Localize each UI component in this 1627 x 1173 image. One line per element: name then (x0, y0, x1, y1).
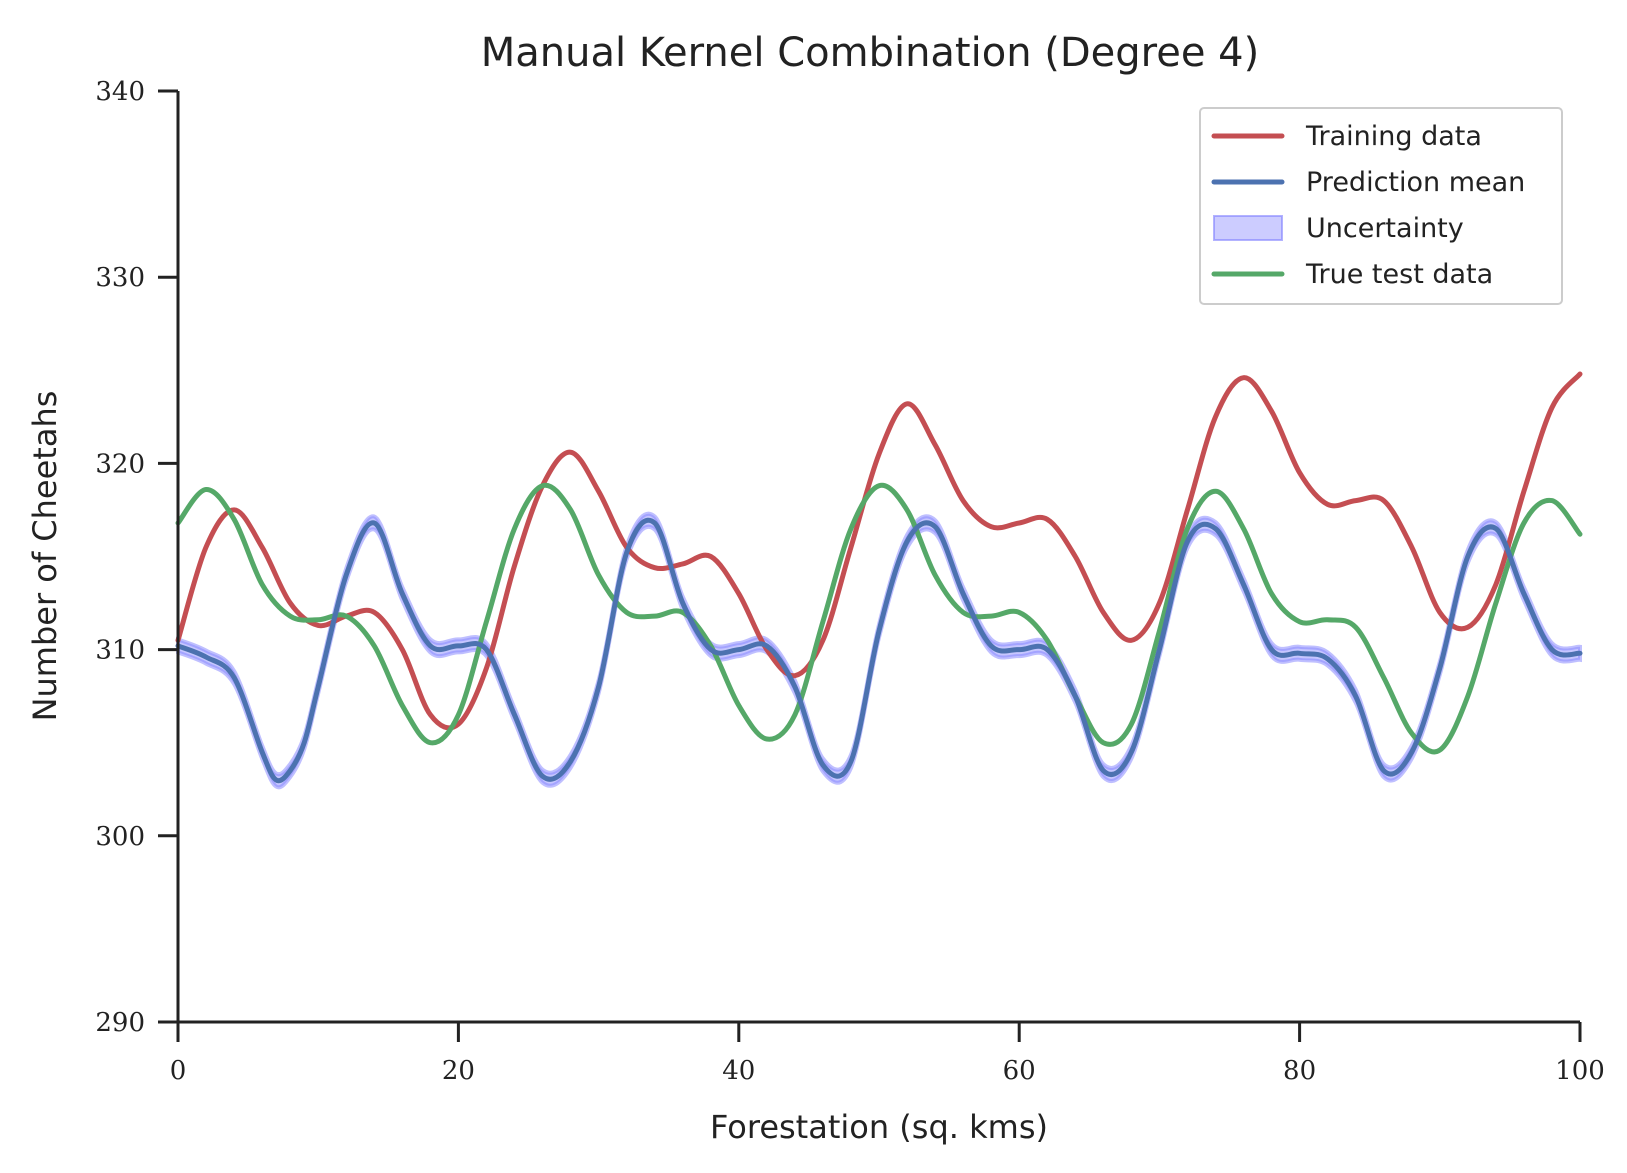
legend: Training data Prediction mean Uncertainty T… (1199, 107, 1563, 305)
x-ticks: 0 20 40 60 80 100 (170, 1022, 1605, 1086)
series-line-training-data (175, 371, 1583, 731)
y-tick-label: 320 (95, 449, 145, 479)
legend-label-uncertainty: Uncertainty (1306, 213, 1464, 244)
y-axis-label: Number of Cheetahs (26, 391, 64, 722)
legend-items: Training data Prediction mean Uncertainty T… (1211, 121, 1525, 290)
legend-swatch-uncertainty (1213, 215, 1283, 241)
y-tick-label: 340 (95, 77, 145, 107)
x-tick-label: 60 (1003, 1056, 1036, 1086)
x-tick-label: 100 (1555, 1056, 1605, 1086)
x-tick-label: 0 (170, 1056, 187, 1086)
x-axis-label: Forestation (sq. kms) (710, 1108, 1048, 1146)
x-tick-label: 80 (1283, 1056, 1316, 1086)
legend-frame (1199, 107, 1563, 305)
legend-label-true-test-data: True test data (1305, 259, 1493, 290)
y-tick-label: 310 (95, 636, 145, 666)
y-tick-label: 300 (95, 822, 145, 852)
x-tick-label: 40 (722, 1056, 755, 1086)
series-line-layer (175, 371, 1583, 784)
legend-label-prediction-mean: Prediction mean (1306, 167, 1525, 198)
series-line-prediction-mean (175, 517, 1583, 784)
x-tick-label: 20 (442, 1056, 475, 1086)
y-tick-label: 290 (95, 1008, 145, 1038)
series-line-true-test-data (175, 482, 1583, 755)
legend-label-training-data: Training data (1305, 121, 1482, 152)
y-ticks: 290 300 310 320 330 340 (95, 77, 178, 1038)
chart-title: Manual Kernel Combination (Degree 4) (481, 30, 1259, 76)
y-tick-label: 330 (95, 263, 145, 293)
plot-area (175, 371, 1583, 790)
